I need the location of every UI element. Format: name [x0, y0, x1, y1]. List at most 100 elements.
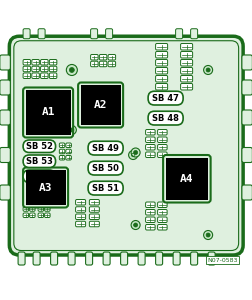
FancyBboxPatch shape [146, 137, 155, 142]
FancyBboxPatch shape [59, 155, 65, 160]
Bar [81, 85, 121, 125]
FancyBboxPatch shape [158, 137, 167, 142]
FancyBboxPatch shape [23, 88, 73, 137]
FancyBboxPatch shape [99, 55, 107, 60]
Text: SB 49: SB 49 [92, 144, 119, 153]
FancyBboxPatch shape [23, 155, 56, 167]
FancyBboxPatch shape [91, 29, 98, 39]
FancyBboxPatch shape [158, 152, 167, 158]
FancyBboxPatch shape [0, 110, 10, 125]
FancyBboxPatch shape [89, 200, 99, 205]
Circle shape [204, 230, 213, 239]
FancyBboxPatch shape [38, 207, 44, 211]
FancyBboxPatch shape [89, 221, 99, 227]
FancyBboxPatch shape [91, 61, 98, 67]
FancyBboxPatch shape [148, 111, 183, 125]
FancyBboxPatch shape [51, 252, 58, 265]
FancyBboxPatch shape [156, 59, 168, 66]
FancyBboxPatch shape [33, 252, 40, 265]
FancyBboxPatch shape [23, 213, 28, 218]
Text: SB 54: SB 54 [26, 172, 53, 181]
Bar [166, 158, 208, 200]
FancyBboxPatch shape [242, 148, 252, 163]
FancyBboxPatch shape [23, 29, 30, 39]
FancyBboxPatch shape [29, 207, 35, 211]
Text: SB 50: SB 50 [92, 164, 119, 172]
FancyBboxPatch shape [146, 130, 155, 135]
FancyBboxPatch shape [29, 213, 35, 218]
FancyBboxPatch shape [158, 202, 167, 208]
FancyBboxPatch shape [41, 59, 48, 65]
FancyBboxPatch shape [158, 145, 167, 150]
FancyBboxPatch shape [146, 217, 155, 223]
FancyBboxPatch shape [181, 44, 193, 50]
FancyBboxPatch shape [91, 55, 98, 60]
FancyBboxPatch shape [173, 252, 180, 265]
FancyBboxPatch shape [23, 66, 30, 72]
Text: N07-0583: N07-0583 [208, 257, 238, 262]
FancyBboxPatch shape [59, 143, 65, 148]
FancyBboxPatch shape [0, 80, 10, 95]
FancyBboxPatch shape [156, 68, 168, 74]
Bar [26, 90, 71, 135]
FancyBboxPatch shape [176, 29, 183, 39]
Text: SB 53: SB 53 [26, 157, 53, 166]
FancyBboxPatch shape [32, 66, 39, 72]
FancyBboxPatch shape [41, 73, 48, 79]
FancyBboxPatch shape [99, 61, 107, 67]
FancyBboxPatch shape [32, 73, 39, 79]
FancyBboxPatch shape [181, 52, 193, 58]
FancyBboxPatch shape [146, 202, 155, 208]
FancyBboxPatch shape [23, 59, 30, 65]
FancyBboxPatch shape [38, 213, 44, 218]
FancyBboxPatch shape [76, 214, 86, 220]
Circle shape [131, 220, 140, 230]
Circle shape [134, 223, 138, 227]
Circle shape [66, 64, 77, 76]
Circle shape [206, 68, 210, 72]
FancyBboxPatch shape [158, 224, 167, 230]
FancyBboxPatch shape [76, 221, 86, 227]
FancyBboxPatch shape [156, 52, 168, 58]
FancyBboxPatch shape [23, 140, 56, 152]
FancyBboxPatch shape [88, 141, 123, 155]
FancyBboxPatch shape [108, 61, 116, 67]
FancyBboxPatch shape [49, 66, 57, 72]
FancyBboxPatch shape [242, 55, 252, 70]
FancyBboxPatch shape [108, 55, 116, 60]
FancyBboxPatch shape [146, 145, 155, 150]
Circle shape [69, 68, 74, 73]
FancyBboxPatch shape [23, 73, 30, 79]
FancyBboxPatch shape [78, 82, 123, 128]
FancyBboxPatch shape [208, 252, 215, 265]
FancyBboxPatch shape [76, 200, 86, 205]
Text: A1: A1 [41, 107, 55, 118]
FancyBboxPatch shape [32, 59, 39, 65]
FancyBboxPatch shape [88, 161, 123, 175]
FancyBboxPatch shape [49, 73, 57, 79]
FancyBboxPatch shape [138, 252, 145, 265]
Circle shape [134, 151, 138, 154]
FancyBboxPatch shape [181, 59, 193, 66]
FancyBboxPatch shape [76, 207, 86, 212]
FancyBboxPatch shape [146, 152, 155, 158]
FancyBboxPatch shape [89, 207, 99, 212]
FancyBboxPatch shape [103, 252, 110, 265]
FancyBboxPatch shape [49, 59, 57, 65]
FancyBboxPatch shape [181, 76, 193, 82]
Text: SB 52: SB 52 [26, 142, 53, 151]
FancyBboxPatch shape [41, 66, 48, 72]
Circle shape [129, 151, 138, 160]
FancyBboxPatch shape [158, 130, 167, 135]
Circle shape [206, 233, 210, 237]
FancyBboxPatch shape [156, 83, 168, 90]
FancyBboxPatch shape [163, 155, 211, 202]
FancyBboxPatch shape [146, 224, 155, 230]
FancyBboxPatch shape [242, 80, 252, 95]
FancyBboxPatch shape [191, 29, 198, 39]
Bar [26, 170, 66, 205]
FancyBboxPatch shape [9, 36, 243, 255]
FancyBboxPatch shape [0, 55, 10, 70]
Circle shape [204, 65, 213, 74]
FancyBboxPatch shape [59, 149, 65, 154]
